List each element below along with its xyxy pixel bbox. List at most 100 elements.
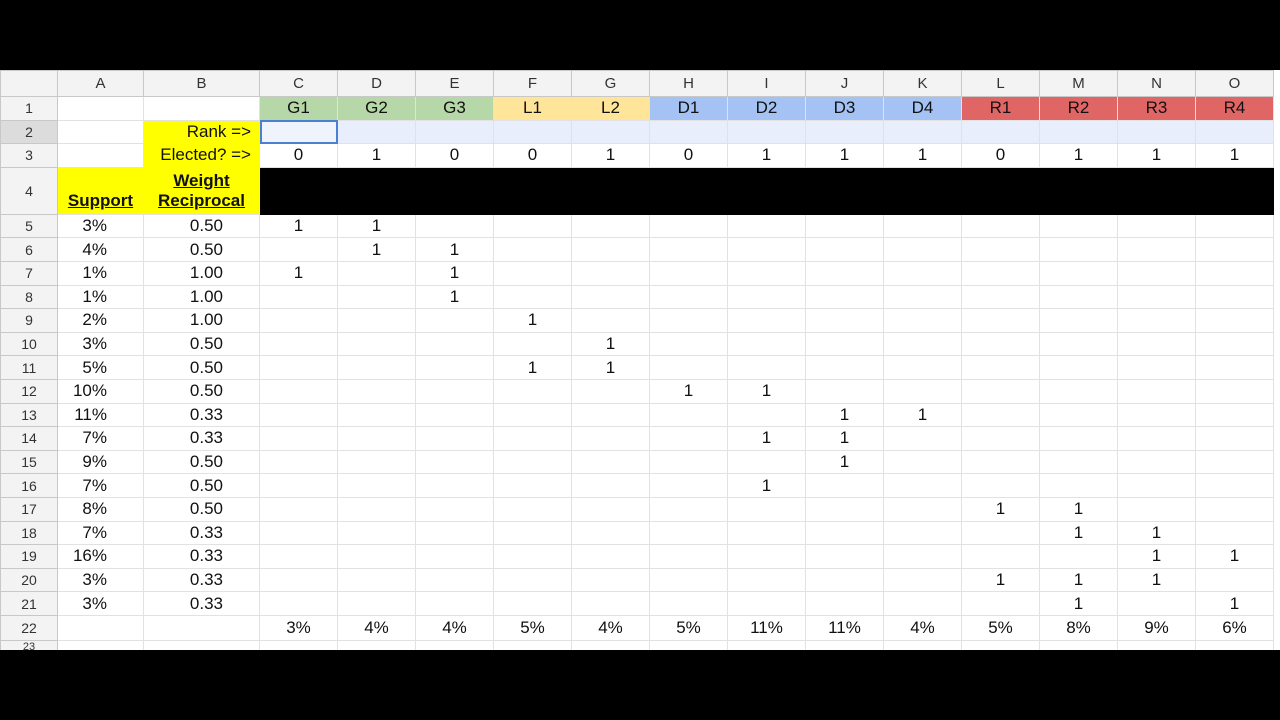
vote-cell[interactable] [259, 284, 338, 310]
weight-cell[interactable]: 1.00 [143, 260, 260, 286]
candidate-header-g3[interactable]: G3 [415, 96, 494, 121]
vote-cell[interactable]: 1 [493, 355, 572, 380]
empty-cell[interactable] [415, 639, 494, 650]
vote-cell[interactable] [727, 567, 806, 593]
column-header-m[interactable]: M [1039, 70, 1118, 97]
empty-cell[interactable] [1117, 639, 1196, 650]
empty-cell[interactable] [493, 639, 572, 650]
vote-cell[interactable] [961, 331, 1040, 357]
weight-cell[interactable]: 0.50 [143, 496, 260, 522]
vote-cell[interactable] [493, 567, 572, 593]
vote-cell[interactable] [259, 308, 338, 333]
vote-cell[interactable]: 1 [727, 426, 806, 451]
row-header[interactable]: 12 [0, 378, 58, 404]
vote-cell[interactable] [415, 426, 494, 451]
weight-cell[interactable]: 0.50 [143, 473, 260, 498]
support-cell[interactable]: 9% [57, 449, 144, 475]
column-header-o[interactable]: O [1195, 70, 1274, 97]
elected-cell-h[interactable]: 0 [649, 143, 728, 168]
vote-cell[interactable]: 1 [1039, 567, 1118, 593]
vote-cell[interactable] [805, 567, 884, 593]
column-header-d[interactable]: D [337, 70, 416, 97]
empty-cell[interactable] [649, 639, 728, 650]
vote-cell[interactable] [1117, 331, 1196, 357]
weight-cell[interactable]: 0.50 [143, 237, 260, 262]
row-header[interactable]: 22 [0, 614, 58, 641]
row-header[interactable]: 9 [0, 308, 58, 333]
vote-cell[interactable] [415, 567, 494, 593]
vote-cell[interactable] [571, 473, 650, 498]
row-header[interactable]: 3 [0, 143, 58, 168]
vote-cell[interactable] [1117, 284, 1196, 310]
vote-cell[interactable] [883, 260, 962, 286]
vote-cell[interactable] [883, 331, 962, 357]
support-cell[interactable]: 1% [57, 284, 144, 310]
vote-cell[interactable] [805, 355, 884, 380]
vote-cell[interactable] [727, 260, 806, 286]
vote-cell[interactable] [1195, 402, 1274, 428]
rank-cell-m[interactable] [1039, 119, 1118, 145]
vote-cell[interactable] [883, 308, 962, 333]
row-header[interactable]: 16 [0, 473, 58, 498]
vote-cell[interactable] [1117, 213, 1196, 239]
vote-cell[interactable] [649, 402, 728, 428]
empty-cell[interactable] [1039, 639, 1118, 650]
vote-cell[interactable] [337, 496, 416, 522]
vote-cell[interactable] [1039, 355, 1118, 380]
row-header[interactable]: 15 [0, 449, 58, 475]
weight-cell[interactable]: 0.50 [143, 449, 260, 475]
vote-cell[interactable] [1039, 378, 1118, 404]
vote-cell[interactable] [961, 520, 1040, 546]
vote-cell[interactable]: 1 [1117, 567, 1196, 593]
vote-cell[interactable] [259, 544, 338, 569]
vote-cell[interactable] [883, 496, 962, 522]
vote-cell[interactable] [415, 378, 494, 404]
vote-cell[interactable] [493, 544, 572, 569]
vote-cell[interactable]: 1 [961, 567, 1040, 593]
total-cell[interactable]: 11% [805, 614, 884, 641]
empty-cell[interactable] [337, 639, 416, 650]
vote-cell[interactable] [883, 237, 962, 262]
rank-cell-e[interactable] [415, 119, 494, 145]
vote-cell[interactable] [961, 402, 1040, 428]
elected-cell-i[interactable]: 1 [727, 143, 806, 168]
rank-cell-c[interactable] [259, 119, 338, 145]
candidate-header-g2[interactable]: G2 [337, 96, 416, 121]
vote-cell[interactable] [415, 213, 494, 239]
support-cell[interactable]: 7% [57, 520, 144, 546]
vote-cell[interactable]: 1 [1195, 544, 1274, 569]
vote-cell[interactable] [493, 237, 572, 262]
vote-cell[interactable] [337, 449, 416, 475]
weight-cell[interactable]: 0.33 [143, 402, 260, 428]
cell-B22[interactable] [143, 614, 260, 641]
vote-cell[interactable] [883, 284, 962, 310]
rank-cell-o[interactable] [1195, 119, 1274, 145]
vote-cell[interactable] [493, 426, 572, 451]
row-header[interactable]: 5 [0, 213, 58, 239]
vote-cell[interactable] [1039, 331, 1118, 357]
column-header-e[interactable]: E [415, 70, 494, 97]
vote-cell[interactable] [1039, 426, 1118, 451]
vote-cell[interactable] [727, 449, 806, 475]
vote-cell[interactable]: 1 [1039, 591, 1118, 616]
weight-cell[interactable]: 0.33 [143, 591, 260, 616]
rank-cell-h[interactable] [649, 119, 728, 145]
row-header[interactable]: 1 [0, 96, 58, 121]
vote-cell[interactable] [571, 567, 650, 593]
support-cell[interactable]: 3% [57, 591, 144, 616]
weight-cell[interactable]: 0.33 [143, 426, 260, 451]
vote-cell[interactable] [649, 284, 728, 310]
total-cell[interactable]: 4% [415, 614, 494, 641]
support-cell[interactable]: 4% [57, 237, 144, 262]
vote-cell[interactable] [961, 308, 1040, 333]
elected-cell-m[interactable]: 1 [1039, 143, 1118, 168]
vote-cell[interactable] [883, 567, 962, 593]
vote-cell[interactable] [571, 402, 650, 428]
vote-cell[interactable] [1117, 355, 1196, 380]
vote-cell[interactable]: 1 [415, 284, 494, 310]
support-cell[interactable]: 7% [57, 426, 144, 451]
row-header[interactable]: 14 [0, 426, 58, 451]
select-all-corner[interactable] [0, 70, 58, 97]
empty-cell[interactable] [805, 639, 884, 650]
vote-cell[interactable] [337, 426, 416, 451]
